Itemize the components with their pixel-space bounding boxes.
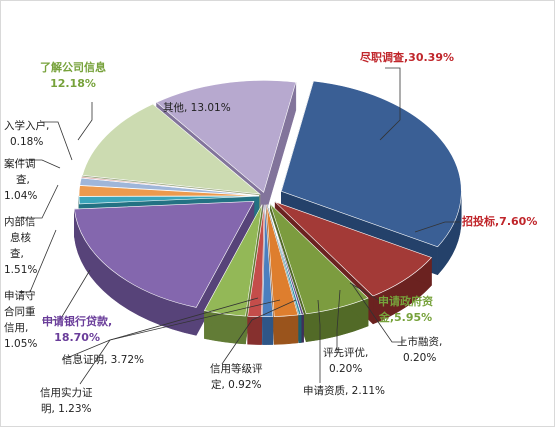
slice-2 [270, 203, 369, 315]
slice-6 [262, 204, 274, 317]
label-shouhetong: 申请守 合同重 信用, 1.05% [4, 288, 37, 352]
label-liaojie-line1: 了解公司信息 [40, 61, 106, 74]
label-neibu-line1: 内部信 [4, 216, 36, 228]
label-zhengfu: 申请政府资 金,5.95% [378, 294, 433, 326]
label-ruxue: 入学入户, 0.18% [4, 118, 49, 150]
label-xinxi-text: 信息证明, 3.72% [62, 354, 145, 366]
label-liaojie-line2: 12.18% [50, 77, 96, 90]
leader-line-2 [349, 282, 397, 302]
label-pingxian: 评先评优, 0.20% [323, 345, 368, 377]
slice-8 [203, 204, 263, 317]
label-dengji-line2: 定, 0.92% [210, 379, 262, 391]
leader-line-3 [351, 283, 405, 343]
leader-line-11 [20, 184, 59, 219]
label-zhaotoubiao: 招投标,7.60% [462, 214, 537, 230]
label-pingxian-line1: 评先评优, [323, 347, 369, 359]
label-qita-text: 其他, 13.01% [163, 102, 231, 114]
slice-4 [267, 204, 302, 316]
leader-line-14 [77, 102, 93, 141]
slice-1 [274, 201, 433, 297]
label-anjian-line3: 1.04% [4, 190, 38, 202]
label-qita: 其他, 13.01% [163, 100, 231, 116]
label-shouhetong-line2: 合同重 [4, 306, 36, 318]
label-jinzhi-text: 尽职调查,30.39% [360, 51, 454, 64]
slice-15 [155, 80, 297, 193]
leader-line-10 [20, 229, 57, 293]
leader-line-1 [414, 221, 460, 233]
label-shouhetong-line3: 信用, [4, 322, 29, 334]
label-zhaotoubiao-text: 招投标,7.60% [462, 215, 538, 228]
label-anjian-line2: 查, [16, 174, 30, 186]
label-anjian: 案件调 查, 1.04% [4, 156, 37, 204]
label-pingxian-line2: 0.20% [328, 363, 363, 375]
slice-11 [78, 185, 260, 197]
label-dengji-line1: 信用等级评 [210, 363, 263, 375]
label-daikuan-line1: 申请银行贷款, [42, 315, 113, 328]
leader-line-0 [379, 67, 401, 141]
slice-7 [247, 204, 265, 317]
label-shangshi-line1: 上市融资, [397, 336, 443, 348]
label-shili-line2: 明, 1.23% [40, 403, 92, 415]
label-anjian-line1: 案件调 [4, 158, 36, 170]
label-liaojie: 了解公司信息 12.18% [40, 60, 106, 92]
label-xinxi: 信息证明, 3.72% [62, 352, 144, 368]
slice-5 [266, 204, 299, 317]
label-jinzhi: 尽职调查,30.39% [360, 50, 454, 66]
label-dengji: 信用等级评 定, 0.92% [210, 361, 263, 393]
leader-line-9 [42, 269, 91, 321]
slice-0 [280, 80, 462, 248]
slice-9 [74, 200, 255, 308]
label-neibu-line3: 查, [10, 248, 24, 260]
label-zizhi-text: 申请资质, 2.11% [303, 385, 386, 397]
label-zhengfu-line2: 金,5.95% [378, 311, 433, 324]
label-shangshi: 上市融资, 0.20% [397, 334, 442, 366]
slice-14 [82, 103, 261, 195]
label-ruxue-line2: 0.18% [9, 136, 44, 148]
label-shouhetong-line4: 1.05% [4, 338, 38, 350]
slice-13 [80, 176, 260, 196]
label-neibu: 内部信 息核 查, 1.51% [4, 214, 37, 278]
label-shili: 信用实力证 明, 1.23% [40, 385, 93, 417]
label-zizhi: 申请资质, 2.11% [303, 383, 385, 399]
leader-line-8 [61, 297, 259, 361]
label-ruxue-line1: 入学入户, [4, 120, 50, 132]
label-shili-line1: 信用实力证 [40, 387, 93, 399]
label-shangshi-line2: 0.20% [402, 352, 437, 364]
label-daikuan: 申请银行贷款, 18.70% [42, 314, 112, 346]
leader-line-4 [336, 289, 341, 352]
label-neibu-line2: 息核 [10, 232, 31, 244]
leader-line-5 [317, 299, 321, 383]
label-neibu-line4: 1.51% [4, 264, 38, 276]
leader-line-12 [20, 159, 61, 169]
label-shouhetong-line1: 申请守 [4, 290, 36, 302]
slice-10 [78, 195, 260, 205]
label-zhengfu-line1: 申请政府资 [378, 295, 433, 308]
label-daikuan-line2: 18.70% [54, 331, 100, 344]
leader-line-13 [42, 121, 73, 161]
leader-line-6 [221, 299, 297, 365]
